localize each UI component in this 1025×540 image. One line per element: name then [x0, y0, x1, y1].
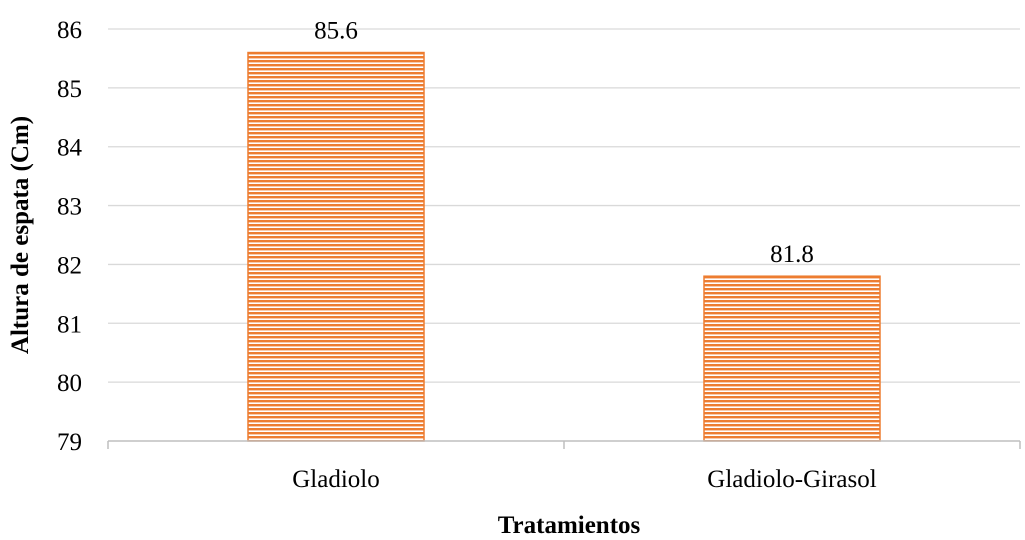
y-tick-label: 85	[57, 76, 82, 103]
y-tick-label: 79	[57, 429, 82, 456]
data-label: 81.8	[770, 241, 814, 268]
y-tick-label: 80	[57, 370, 82, 397]
y-tick-label: 83	[57, 194, 82, 221]
x-axis-title: Tratamientos	[498, 512, 641, 539]
bar	[247, 51, 425, 442]
gridlines	[108, 28, 1020, 383]
x-tick-label: Gladiolo	[292, 466, 380, 493]
bar	[703, 275, 881, 442]
labels: 79 80 81 82 83 84 85 86 85.6 Gladiolo 81.8 Gladiolo…	[57, 17, 877, 493]
y-tick-label: 82	[57, 252, 82, 279]
y-tick-label: 84	[57, 135, 83, 162]
axes	[107, 440, 1021, 449]
x-tick-label: Gladiolo-Girasol	[707, 466, 876, 493]
y-tick-label: 86	[57, 17, 82, 44]
data-label: 85.6	[314, 18, 358, 45]
y-tick-label: 81	[57, 311, 82, 338]
y-axis-title: Altura de espata (Cm)	[7, 116, 34, 354]
